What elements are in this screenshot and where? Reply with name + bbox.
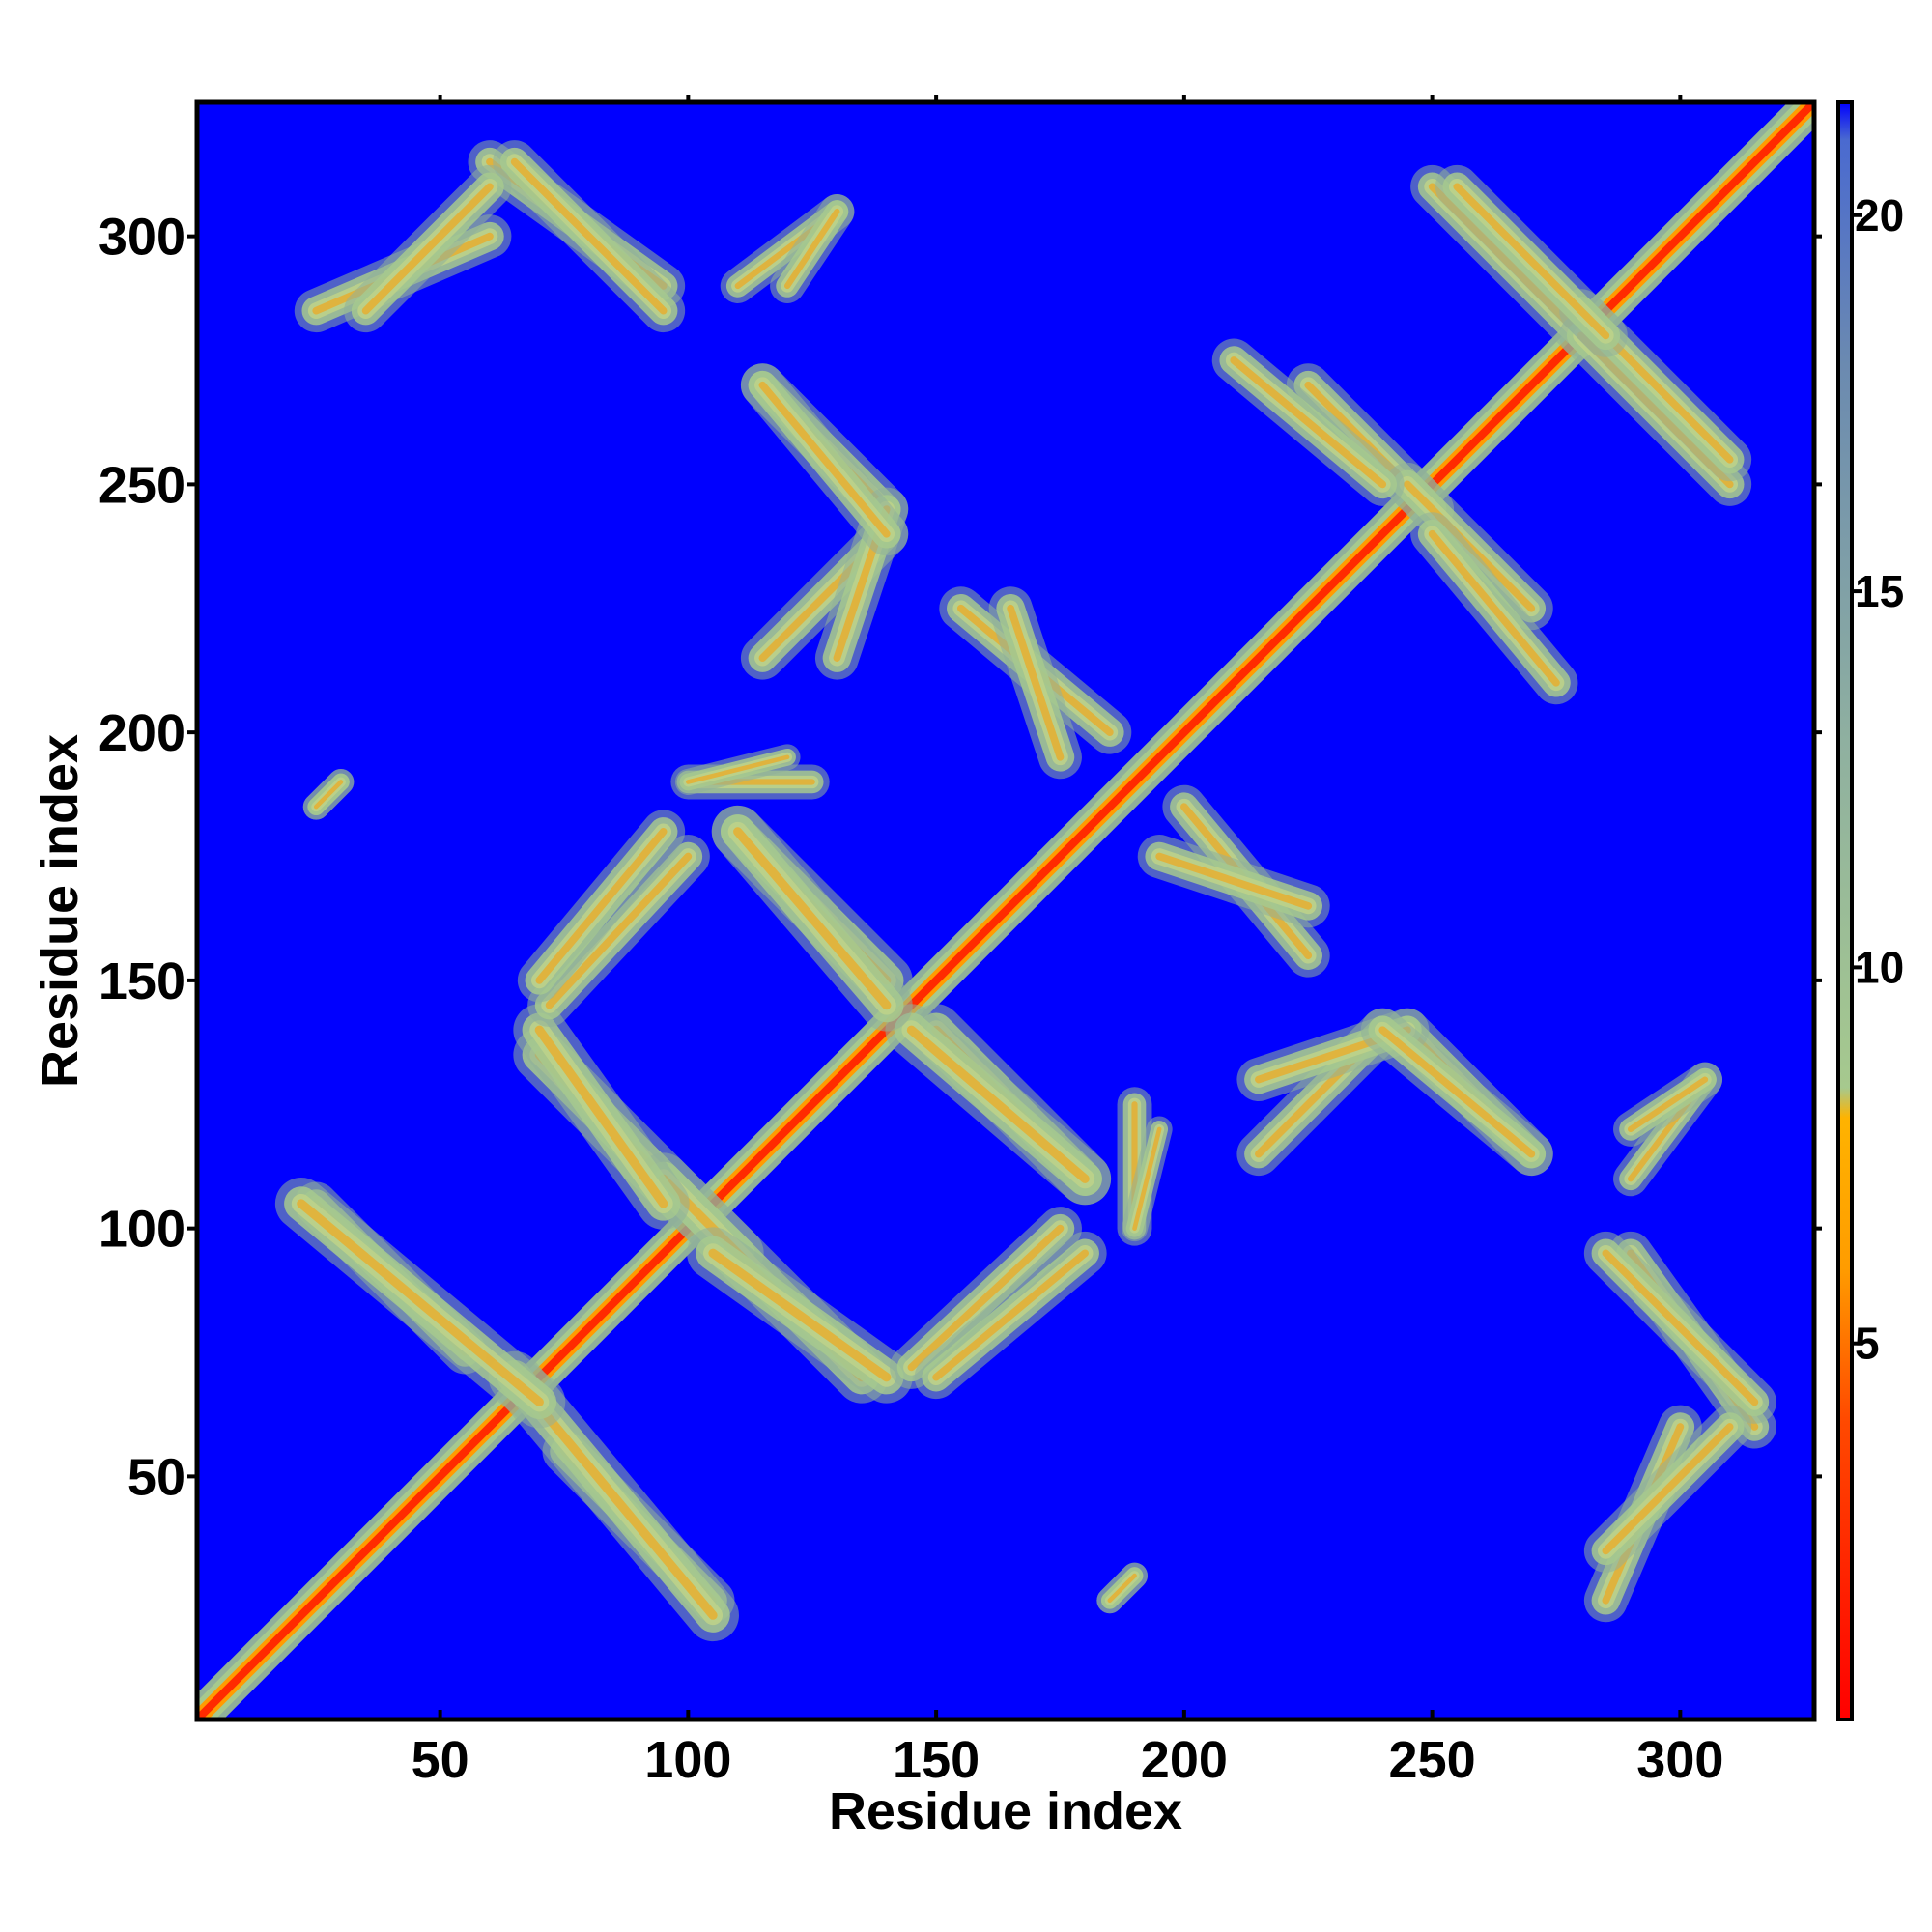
contact-streak — [1410, 512, 1578, 705]
contact-streak-mirror — [914, 1231, 1107, 1400]
x-tick-label: 50 — [412, 1731, 469, 1789]
contact-streak-mirror — [674, 744, 801, 795]
contact-streak-mirror — [527, 835, 710, 1028]
contact-streak — [1613, 1062, 1723, 1147]
colorbar — [1836, 100, 1854, 1721]
x-tick-label: 250 — [1389, 1731, 1476, 1789]
contact-streak-mirror — [344, 164, 512, 333]
contact-streak-mirror — [1211, 338, 1405, 506]
contact-streak — [687, 1227, 913, 1404]
contact-streak — [885, 1004, 1112, 1206]
x-tick-label: 300 — [1636, 1731, 1723, 1789]
colorbar-tick-label: 15 — [1855, 566, 1904, 616]
contact-streak-mirror — [493, 140, 686, 333]
y-axis-label: Residue index — [31, 734, 89, 1088]
contact-streak-mirror — [740, 363, 909, 556]
contact-streak-mirror — [1435, 164, 1628, 357]
x-tick-label: 150 — [893, 1731, 980, 1789]
colorbar-tick-label: 10 — [1855, 942, 1904, 992]
y-tick-label: 150 — [99, 952, 185, 1010]
heatmap-cells — [197, 102, 1814, 1719]
contact-streak-mirror — [1096, 1562, 1148, 1614]
colorbar-ticks: 5 10 15 20 — [1852, 190, 1904, 1369]
plot-frame — [194, 99, 1817, 1722]
y-axis-ticks: 50 100 150 200 250 300 — [99, 209, 1822, 1506]
x-axis-ticks: 50 100 150 200 250 300 — [412, 95, 1723, 1789]
contact-streak — [517, 810, 686, 1003]
contact-streak — [1122, 1116, 1173, 1242]
contact-streak-mirror — [988, 586, 1082, 780]
x-axis-label: Residue index — [829, 1782, 1182, 1840]
contact-streak — [1137, 835, 1330, 928]
contact-streak-mirror — [770, 193, 855, 303]
x-tick-label: 200 — [1141, 1731, 1228, 1789]
y-tick-label: 300 — [99, 209, 185, 267]
contact-streak — [1583, 1405, 1752, 1573]
y-tick-label: 50 — [128, 1448, 185, 1506]
contact-streak-mirror — [513, 1004, 690, 1230]
contact-streak — [1583, 1231, 1776, 1424]
contact-streak-mirror — [274, 1178, 566, 1429]
y-tick-label: 100 — [99, 1201, 185, 1259]
contact-streak-mirror — [711, 805, 913, 1032]
contact-streak — [1360, 1008, 1553, 1177]
colorbar-tick-label: 20 — [1855, 190, 1904, 241]
contact-streak — [889, 1207, 1082, 1389]
y-tick-label: 200 — [99, 704, 185, 762]
colorbar-tick-label: 5 — [1855, 1319, 1880, 1369]
diagonal-band — [197, 102, 1814, 1719]
contact-streak — [302, 769, 355, 820]
y-tick-label: 250 — [99, 456, 185, 514]
x-tick-label: 100 — [644, 1731, 731, 1789]
